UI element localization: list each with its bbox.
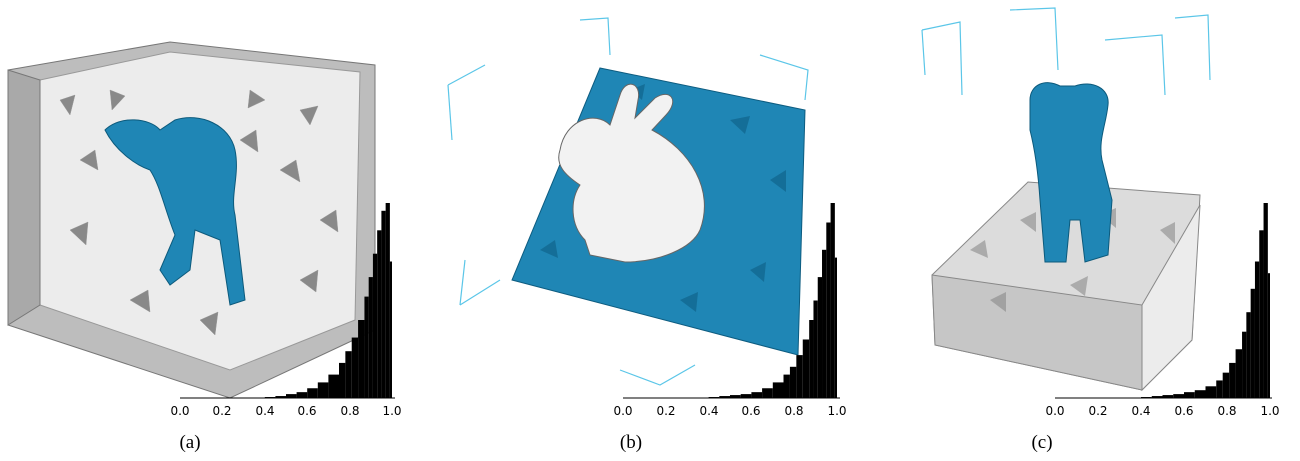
torso-mesh-render	[921, 7, 1211, 392]
histogram-bar	[1173, 394, 1184, 398]
tick-label: 1.0	[827, 404, 847, 418]
histogram-bar	[719, 396, 730, 398]
tick-label: 0.0	[170, 404, 190, 418]
histogram-bar	[1242, 331, 1247, 398]
tick-label: 0.8	[340, 404, 360, 418]
histogram-bar	[275, 396, 286, 398]
histogram-bar	[1205, 386, 1217, 398]
histogram-bar	[809, 320, 814, 398]
histogram-b	[623, 203, 840, 399]
histogram-bar	[834, 257, 837, 398]
histogram-bar	[1222, 372, 1230, 398]
caption-a: (a)	[179, 432, 201, 453]
tick-label: 1.0	[382, 404, 402, 418]
histogram-bar	[730, 395, 741, 398]
caption-b: (b)	[619, 432, 643, 453]
tick-label: 0.2	[212, 404, 232, 418]
histogram-bar	[826, 222, 831, 398]
histogram-bar	[802, 339, 810, 398]
histogram-bar	[813, 300, 818, 398]
histogram-bar	[385, 203, 390, 398]
panel-b: 0.0 0.2 0.4 0.6 0.8 1.0 (b)	[430, 0, 870, 461]
histogram-bar	[817, 277, 823, 398]
tick-label: 0.8	[1217, 404, 1237, 418]
histogram-bar	[762, 388, 773, 398]
tick-label: 0.6	[1174, 404, 1194, 418]
histogram-bar	[772, 382, 784, 398]
histogram-bar	[345, 351, 352, 398]
histogram-bar	[389, 261, 392, 398]
histogram-bar	[339, 362, 346, 398]
histogram-c	[1055, 203, 1272, 399]
panel-a: 0.0 0.2 0.4 0.6 0.8 1.0 (a)	[0, 0, 430, 461]
histogram-bar	[358, 320, 365, 398]
tick-label: 0.0	[613, 404, 633, 418]
histogram-bar	[368, 277, 373, 398]
histogram-bar	[1254, 261, 1260, 398]
caption-c: (c)	[1031, 432, 1053, 453]
histogram-bar	[1235, 349, 1243, 398]
tick-label: 1.0	[1260, 404, 1280, 418]
histogram-bar	[1250, 288, 1255, 398]
tick-label: 0.2	[656, 404, 676, 418]
histogram-bar	[789, 366, 797, 398]
tick-label: 0.8	[784, 404, 804, 418]
tick-label: 0.6	[741, 404, 761, 418]
histogram-bar	[372, 253, 378, 398]
histogram-bar	[328, 374, 339, 398]
histogram-bar	[1194, 390, 1206, 398]
histogram-bar	[307, 388, 318, 398]
histogram-bar	[796, 355, 803, 398]
histogram-bar	[1162, 395, 1174, 398]
histogram-bar	[364, 296, 369, 398]
histogram-bar	[1263, 203, 1268, 398]
histogram-bar	[783, 374, 790, 398]
armadillo-mesh-render	[7, 41, 376, 399]
histogram-bar	[381, 210, 386, 398]
histogram-bar	[1184, 392, 1195, 398]
histogram-bar	[1216, 380, 1223, 398]
histogram-bar	[740, 394, 752, 398]
panel-c: 0.0 0.2 0.4 0.6 0.8 1.0 (c)	[870, 0, 1300, 461]
histogram-bar	[351, 337, 359, 398]
histogram-bar	[822, 249, 827, 398]
histogram-bar	[296, 392, 308, 398]
histogram-bar	[1151, 396, 1163, 398]
tick-label: 0.6	[297, 404, 317, 418]
histogram-bar	[377, 230, 382, 398]
bunny-mesh-render	[447, 17, 809, 386]
histogram-bar	[286, 394, 297, 398]
histogram-a	[180, 203, 395, 399]
tick-label: 0.4	[255, 404, 275, 418]
histogram-bar	[1267, 273, 1270, 398]
histogram-bar	[1246, 312, 1251, 398]
tick-label: 0.2	[1088, 404, 1108, 418]
histogram-bar	[1229, 362, 1236, 398]
tick-label: 0.4	[1131, 404, 1151, 418]
histogram-bar	[1259, 230, 1264, 398]
histogram-bar	[317, 382, 329, 398]
histogram-bar	[751, 392, 763, 398]
tick-label: 0.4	[699, 404, 719, 418]
tick-label: 0.0	[1045, 404, 1065, 418]
histogram-bar	[830, 203, 835, 398]
